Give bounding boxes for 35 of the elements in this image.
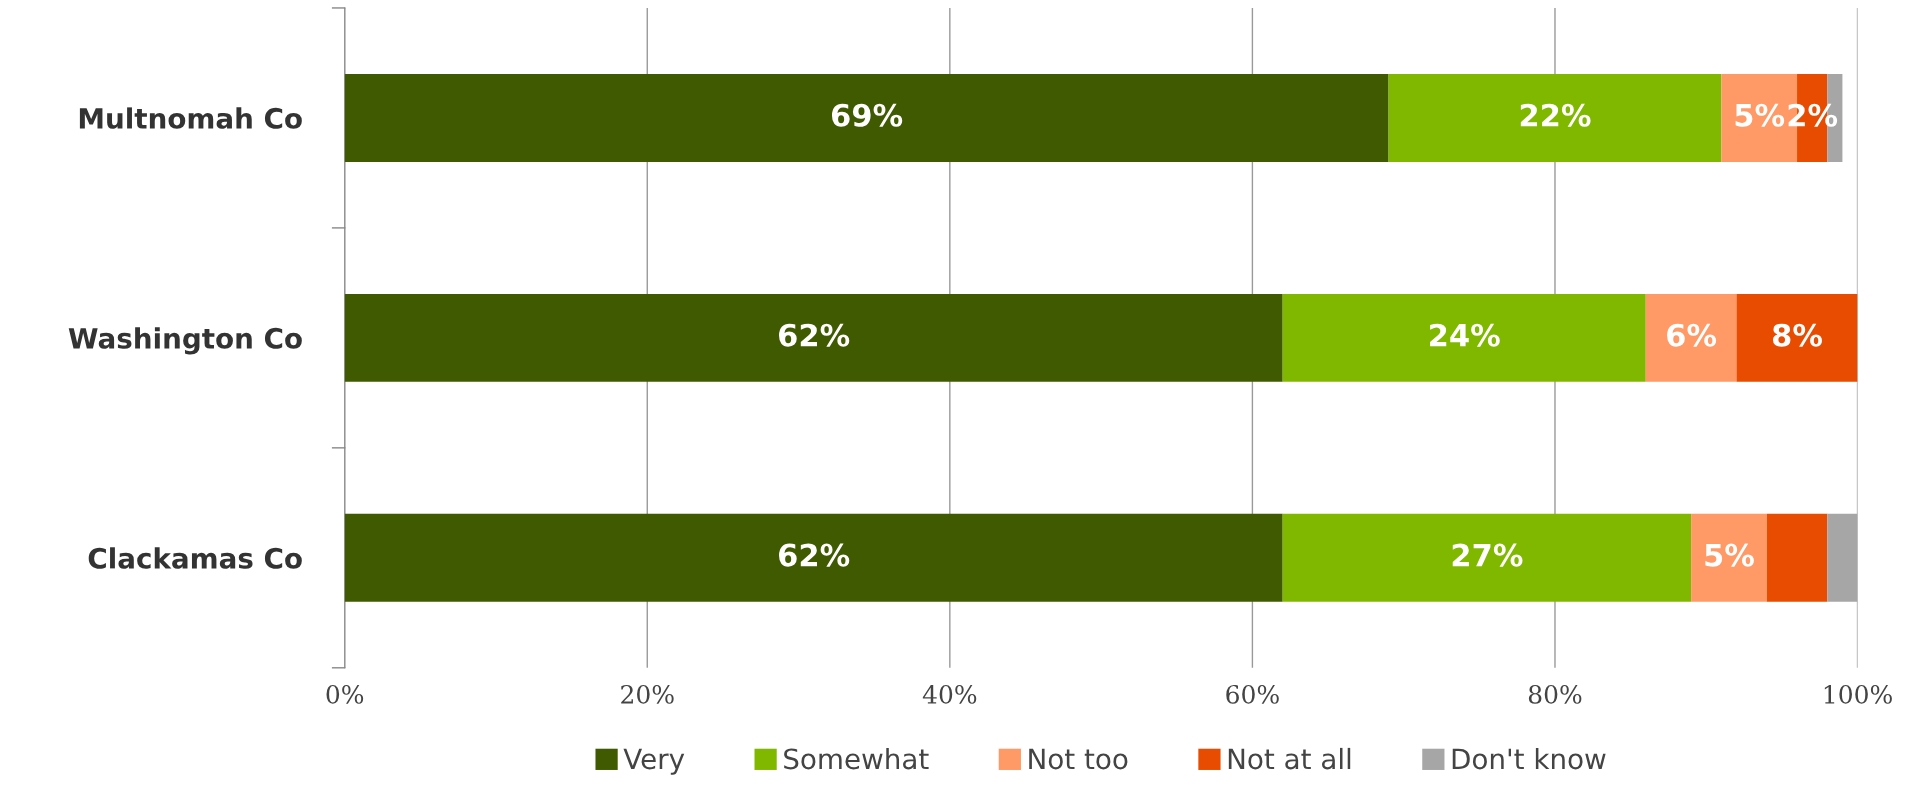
bar xyxy=(1645,293,1737,382)
bar xyxy=(1282,513,1692,602)
bar xyxy=(344,513,1283,602)
legend-label: Not too xyxy=(1029,748,1128,770)
data-label: 24% xyxy=(1430,323,1500,347)
y-tick-label: Washington Co xyxy=(68,327,302,355)
bar xyxy=(1766,513,1828,602)
x-tick-label: 100% xyxy=(1824,684,1892,704)
legend-label: Don't know xyxy=(1452,747,1606,770)
data-label: 5% xyxy=(1735,103,1785,127)
legend-label: Somewhat xyxy=(784,747,929,770)
data-label: 62% xyxy=(779,543,850,567)
data-label: 5% xyxy=(1705,543,1754,567)
bar xyxy=(1736,293,1858,382)
x-tick-label: 60% xyxy=(1226,684,1279,704)
x-tick-label: 40% xyxy=(922,684,977,704)
bar xyxy=(1691,513,1767,602)
x-tick-label: 20% xyxy=(621,684,674,704)
data-label: 27% xyxy=(1452,543,1523,567)
data-label: 8% xyxy=(1772,323,1822,347)
y-tick-label: Multnomah Co xyxy=(79,107,302,129)
bar xyxy=(1282,293,1646,382)
bar xyxy=(344,293,1283,382)
data-label: 22% xyxy=(1520,103,1591,127)
data-label: 6% xyxy=(1667,323,1717,347)
y-tick-label: Clackamas Co xyxy=(88,547,302,569)
bar xyxy=(1388,73,1722,162)
legend-label: Not at all xyxy=(1228,747,1351,770)
data-label: 62% xyxy=(779,323,850,347)
x-tick-label: 80% xyxy=(1528,684,1582,704)
bar xyxy=(344,73,1389,162)
bar xyxy=(1827,513,1858,602)
data-label: 69% xyxy=(831,103,903,127)
x-tick-label: 0% xyxy=(326,684,364,704)
legend-label: Very xyxy=(623,748,685,775)
